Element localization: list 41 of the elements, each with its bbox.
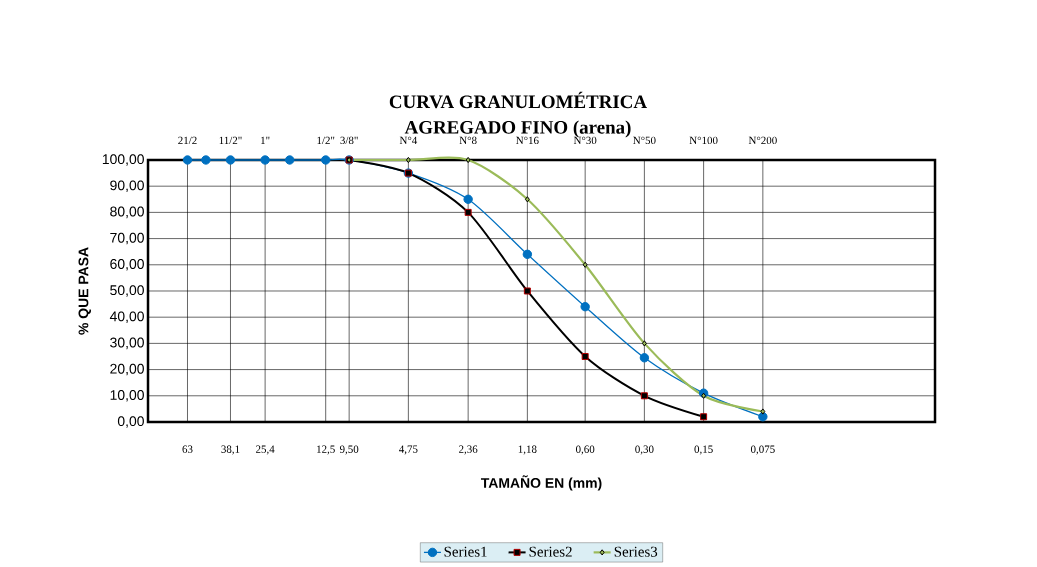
x-tick-label: 0,60 <box>576 445 595 455</box>
y-tick-label: 30,00 <box>110 337 144 350</box>
y-tick-label: 20,00 <box>110 363 144 376</box>
text: N°16 <box>516 136 539 145</box>
text: N°200 <box>748 136 777 145</box>
text: N°4 <box>399 136 418 144</box>
y-tick-label: 60,00 <box>110 259 144 271</box>
x-tick-label: 2,36 <box>459 445 478 455</box>
x-tick-label: 0,30 <box>635 445 654 455</box>
text: 21/2 <box>178 136 197 145</box>
x-tick-label: 63 <box>182 445 193 453</box>
text: N°100 <box>689 136 718 145</box>
x-tick-label: 25,4 <box>256 445 275 455</box>
y-axis-title: % QUE PASA <box>78 247 91 335</box>
y-tick-label: 80,00 <box>110 206 144 219</box>
x-tick-label: 4,75 <box>399 445 418 455</box>
x-tick-label: 0,075 <box>750 445 775 455</box>
text: 11/2" <box>219 136 242 145</box>
y-tick-label: 10,00 <box>110 390 144 402</box>
y-tick-label: 40,00 <box>109 311 144 323</box>
text: N°50 <box>633 136 656 145</box>
chart-title: CURVA GRANULOMÉTRICA <box>389 91 647 109</box>
y-tick-label: 70,00 <box>110 232 144 245</box>
legend-label: Series2 <box>529 546 572 557</box>
text: N°30 <box>573 136 597 145</box>
text: 1/2" <box>317 136 335 145</box>
x-tick-label: 1,18 <box>518 445 537 455</box>
y-tick-label: 50,00 <box>110 285 144 297</box>
legend-label: Series3 <box>614 546 658 557</box>
y-tick-label: 0,00 <box>117 416 144 428</box>
legend-label: Series1 <box>444 546 487 557</box>
text: N°8 <box>459 136 477 145</box>
text: 3/8" <box>340 136 358 145</box>
x-tick-label: 0,15 <box>694 445 713 455</box>
x-tick-label: 38,1 <box>221 445 240 455</box>
text: 1" <box>261 136 270 144</box>
x-axis-title: TAMAÑO EN (mm) <box>480 475 602 491</box>
y-tick-label: 90,00 <box>110 180 144 192</box>
y-tick-label: 100,00 <box>102 154 144 166</box>
x-tick-label: 9,50 <box>339 445 359 455</box>
x-tick-label: 12,5 <box>317 445 335 455</box>
